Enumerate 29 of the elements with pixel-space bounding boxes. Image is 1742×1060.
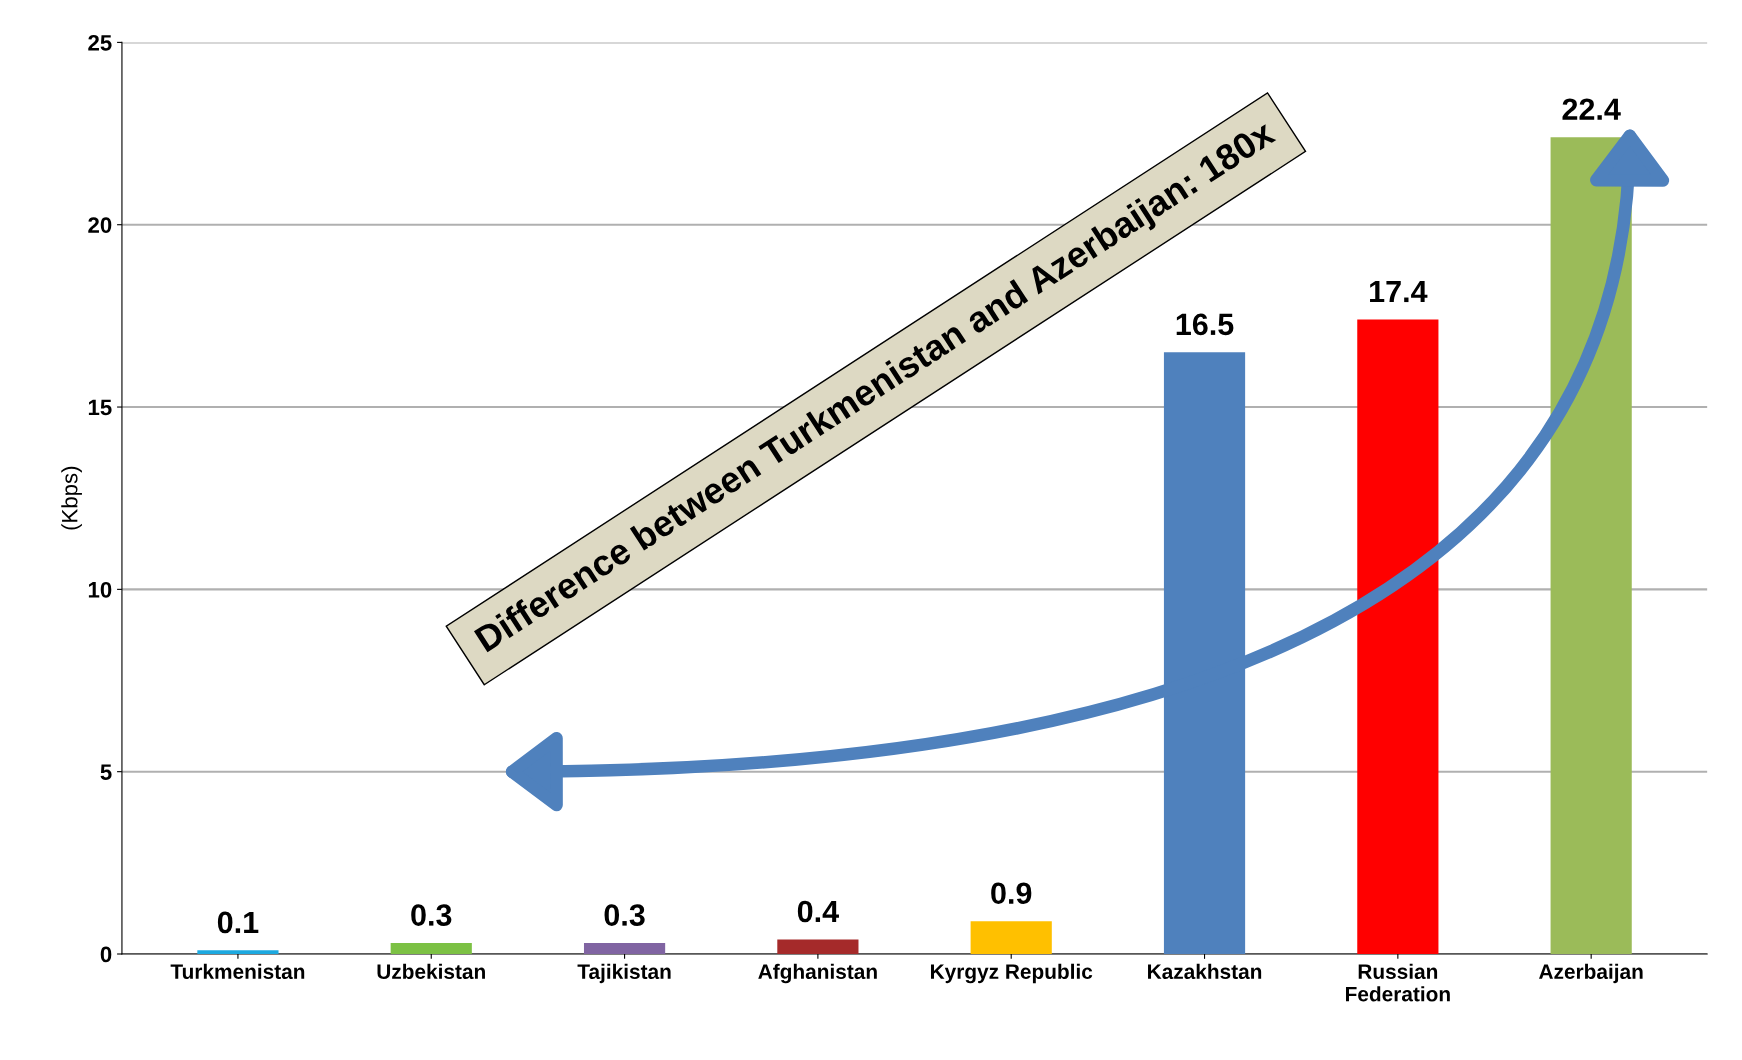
bar <box>1357 319 1439 954</box>
data-label: 17.4 <box>1370 281 1428 303</box>
data-label: 22.4 <box>1562 98 1621 120</box>
bar <box>197 950 279 954</box>
x-tick-label: Kyrgyz Republic <box>930 963 1093 984</box>
y-tick-label: 10 <box>88 581 112 598</box>
data-label: 0.9 <box>991 882 1032 905</box>
y-tick-label: 0 <box>100 946 112 963</box>
data-label: 0.3 <box>604 904 645 926</box>
x-tick-label: Turkmenistan <box>170 963 305 980</box>
x-tick-label: Russian Federation <box>1346 963 1450 1002</box>
bar <box>583 943 666 954</box>
y-tick-label: 15 <box>88 399 112 416</box>
data-label: 0.4 <box>797 900 839 923</box>
x-tick-label: Azerbaijan <box>1539 963 1643 984</box>
data-label: 0.3 <box>411 904 452 926</box>
bar <box>970 921 1052 954</box>
bar <box>390 943 472 954</box>
x-tick-label: Tajikistan <box>577 963 671 984</box>
y-tick-label: 25 <box>88 34 112 51</box>
data-label: 0.1 <box>217 911 259 934</box>
y-axis-title: (Kbps) <box>61 466 82 530</box>
data-label: 16.5 <box>1176 313 1234 336</box>
bar <box>777 939 859 954</box>
y-tick-label: 20 <box>88 217 112 233</box>
x-tick-label: Uzbekistan <box>377 963 485 980</box>
x-tick-label: Kazakhstan <box>1148 963 1262 980</box>
x-tick-label: Afghanistan <box>758 963 877 984</box>
y-tick-label: 5 <box>100 764 112 780</box>
